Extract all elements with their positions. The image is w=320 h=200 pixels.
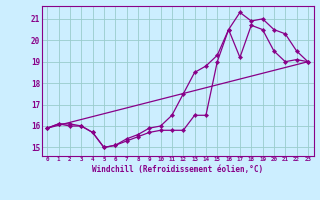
X-axis label: Windchill (Refroidissement éolien,°C): Windchill (Refroidissement éolien,°C) <box>92 165 263 174</box>
